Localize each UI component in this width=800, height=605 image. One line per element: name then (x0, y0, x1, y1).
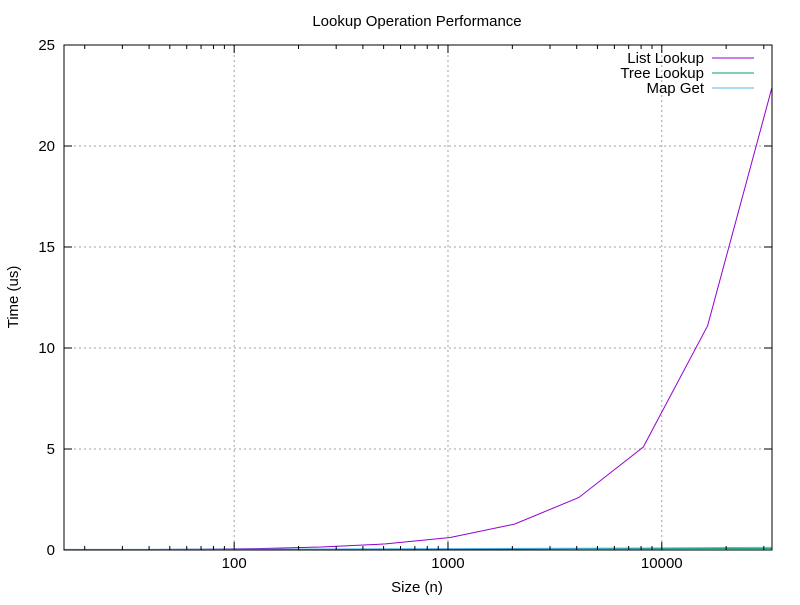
y-tick-label: 5 (47, 441, 55, 458)
legend-label: Tree Lookup (620, 65, 704, 82)
legend-label: List Lookup (627, 50, 704, 67)
plot-frame (63, 44, 773, 551)
x-tick-label: 10000 (641, 555, 683, 572)
y-tick-label: 20 (38, 138, 55, 155)
grid (64, 45, 772, 550)
x-axis-label: Size (n) (391, 579, 443, 596)
y-tick-label: 10 (38, 340, 55, 357)
series-line-map-get (64, 546, 773, 550)
chart-title: Lookup Operation Performance (312, 13, 521, 30)
series-layer (63, 87, 773, 551)
x-tick-label: 100 (222, 555, 247, 572)
x-tick-label: 1000 (431, 555, 464, 572)
legend-label: Map Get (646, 80, 704, 97)
ticks: 0 5 10 15 20 25 100 1000 10000 (38, 37, 772, 572)
y-tick-label: 15 (38, 239, 55, 256)
y-tick-label: 0 (47, 542, 55, 559)
y-tick-label: 25 (38, 37, 55, 54)
y-axis-label: Time (us) (5, 266, 22, 329)
